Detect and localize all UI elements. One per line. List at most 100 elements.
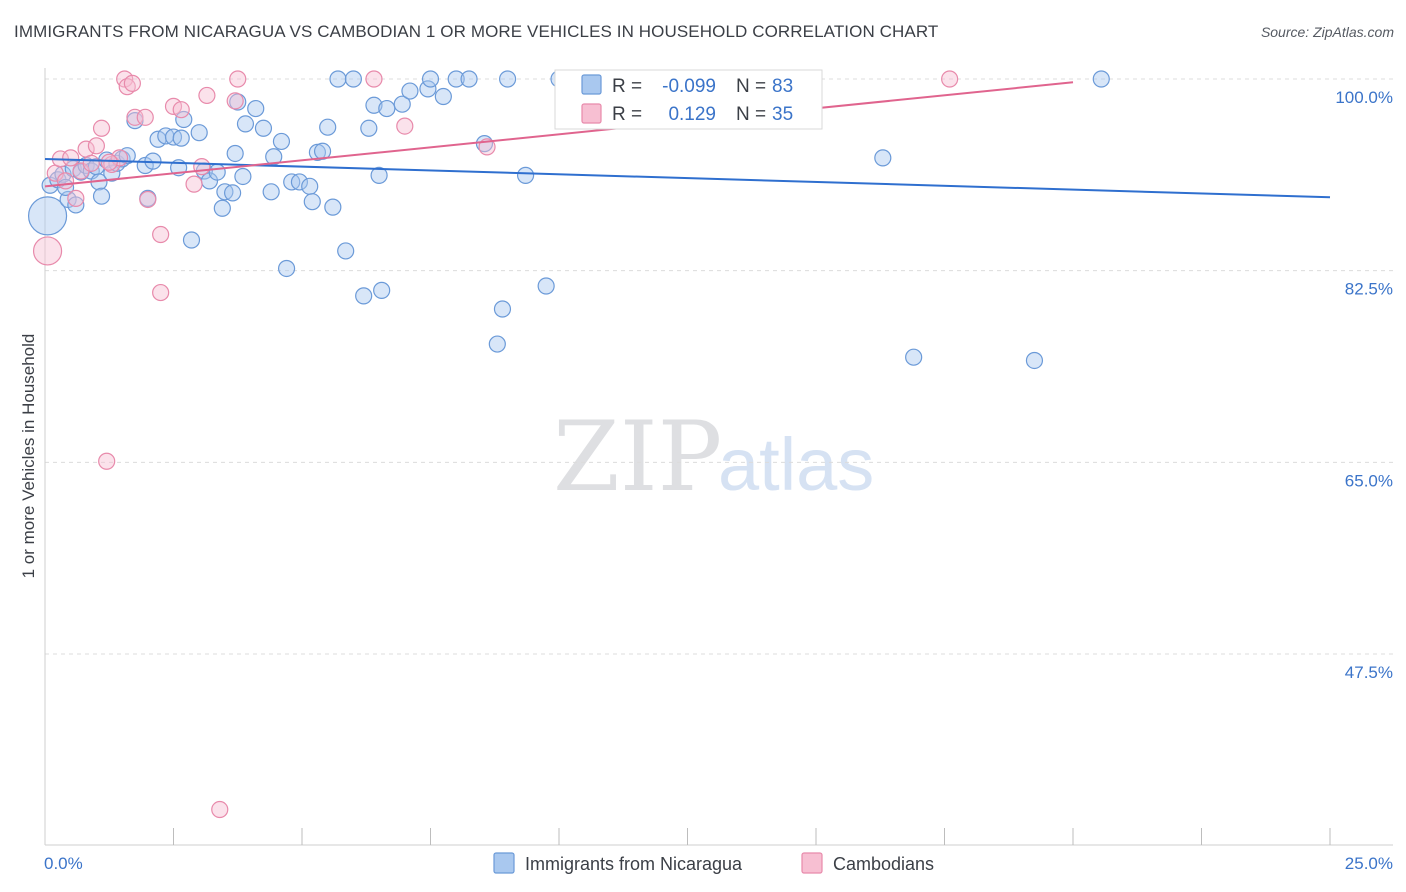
nicaragua-point <box>190 124 208 142</box>
cambodian-point <box>100 153 118 171</box>
series-legend-swatch-nicaragua <box>493 852 515 874</box>
x-tick-label-min: 0.0% <box>44 854 83 873</box>
nicaragua-point <box>447 70 465 88</box>
y-axis-tick-labels: 100.0% 82.5% 65.0% 47.5% <box>1335 88 1393 682</box>
nicaragua-point <box>301 177 319 195</box>
legend-r-label-cambodian: R = <box>612 104 642 125</box>
nicaragua-point <box>67 196 85 214</box>
nicaragua-point <box>488 335 506 353</box>
nicaragua-point <box>324 198 342 216</box>
nicaragua-point <box>337 242 355 260</box>
nicaragua-points <box>27 70 1110 370</box>
cambodian-point <box>941 70 959 88</box>
series-legend-label-nicaragua: Immigrants from Nicaragua <box>525 854 743 874</box>
nicaragua-point <box>1025 351 1044 370</box>
cambodian-point <box>32 236 63 266</box>
nicaragua-point <box>172 129 190 147</box>
nicaragua-point <box>537 277 555 295</box>
nicaragua-point <box>378 99 396 118</box>
nicaragua-point <box>421 70 440 88</box>
nicaragua-point <box>254 119 273 137</box>
nicaragua-point <box>213 199 231 217</box>
cambodian-points <box>32 70 959 819</box>
nicaragua-point <box>905 348 923 366</box>
source-credit: Source: ZipAtlas.com <box>1260 24 1394 40</box>
cambodian-point <box>198 86 216 105</box>
cambodian-point <box>229 70 247 88</box>
nicaragua-point <box>1092 70 1110 88</box>
nicaragua-point <box>262 183 280 201</box>
legend-r-value-cambodian: 0.129 <box>668 104 716 125</box>
nicaragua-point <box>874 149 892 167</box>
nicaragua-point <box>277 259 296 278</box>
cambodian-point <box>172 101 190 119</box>
nicaragua-point <box>355 287 373 305</box>
watermark-atlas: atlas <box>718 423 874 506</box>
watermark: ZIP atlas <box>553 401 874 513</box>
cambodian-point <box>82 154 100 172</box>
legend-r-value-nicaragua: -0.099 <box>662 76 716 97</box>
nicaragua-point <box>393 95 411 113</box>
nicaragua-point <box>182 231 201 249</box>
cambodian-point <box>62 149 80 167</box>
cambodian-point <box>98 452 116 470</box>
nicaragua-point <box>460 70 478 88</box>
nicaragua-point <box>208 163 226 181</box>
nicaragua-point <box>344 70 362 88</box>
cambodian-trend-line <box>44 81 1074 188</box>
nicaragua-point <box>360 119 378 137</box>
nicaragua-point <box>175 110 193 129</box>
nicaragua-point <box>319 118 337 136</box>
series-legend: Immigrants from Nicaragua Cambodians <box>493 852 934 874</box>
cambodian-point <box>226 92 244 110</box>
legend-n-label-cambodian: N = <box>736 104 766 125</box>
cambodian-point <box>211 800 229 819</box>
nicaragua-point <box>236 115 255 133</box>
nicaragua-point <box>92 187 111 205</box>
y-tick-label: 82.5% <box>1345 280 1393 299</box>
nicaragua-point <box>308 143 327 161</box>
x-tick-label-max: 25.0% <box>1345 854 1393 873</box>
nicaragua-point <box>27 196 68 236</box>
nicaragua-point <box>499 70 517 88</box>
cambodian-point <box>87 137 106 155</box>
cambodian-point <box>152 225 170 244</box>
nicaragua-point <box>303 193 321 211</box>
chart-title: IMMIGRANTS FROM NICARAGUA VS CAMBODIAN 1… <box>14 22 939 41</box>
nicaragua-point <box>272 132 291 151</box>
cambodian-point <box>152 283 170 302</box>
cambodian-point <box>67 189 85 207</box>
nicaragua-point <box>516 166 535 184</box>
nicaragua-point <box>373 281 391 299</box>
legend-swatch-cambodian <box>581 103 602 124</box>
nicaragua-point <box>247 99 265 118</box>
legend-n-value-cambodian: 35 <box>772 104 793 125</box>
legend-n-label-nicaragua: N = <box>736 76 766 97</box>
correlation-legend: R = -0.099 N = 83 R = 0.129 N = 35 <box>554 69 823 130</box>
cambodian-point <box>185 175 203 193</box>
cambodian-point <box>56 172 75 190</box>
legend-r-label-nicaragua: R = <box>612 76 642 97</box>
x-axis-ticks <box>173 828 1331 845</box>
cambodian-point <box>396 117 414 135</box>
y-axis-label: 1 or more Vehicles in Household <box>19 334 38 579</box>
nicaragua-point <box>419 80 437 98</box>
y-tick-label: 47.5% <box>1345 663 1393 682</box>
nicaragua-point <box>329 70 347 88</box>
nicaragua-point <box>234 167 252 186</box>
y-tick-label: 100.0% <box>1335 88 1393 107</box>
watermark-zip: ZIP <box>553 401 722 513</box>
cambodian-point <box>123 74 141 92</box>
nicaragua-point <box>226 144 244 163</box>
cambodian-point <box>365 70 383 88</box>
legend-swatch-nicaragua <box>581 74 602 95</box>
nicaragua-point <box>370 166 388 184</box>
nicaragua-point <box>290 173 309 191</box>
nicaragua-point <box>224 184 242 202</box>
nicaragua-point <box>313 142 332 160</box>
cambodian-point <box>136 108 154 126</box>
nicaragua-point <box>434 87 452 106</box>
nicaragua-point <box>493 300 512 318</box>
y-tick-label: 65.0% <box>1345 471 1393 490</box>
